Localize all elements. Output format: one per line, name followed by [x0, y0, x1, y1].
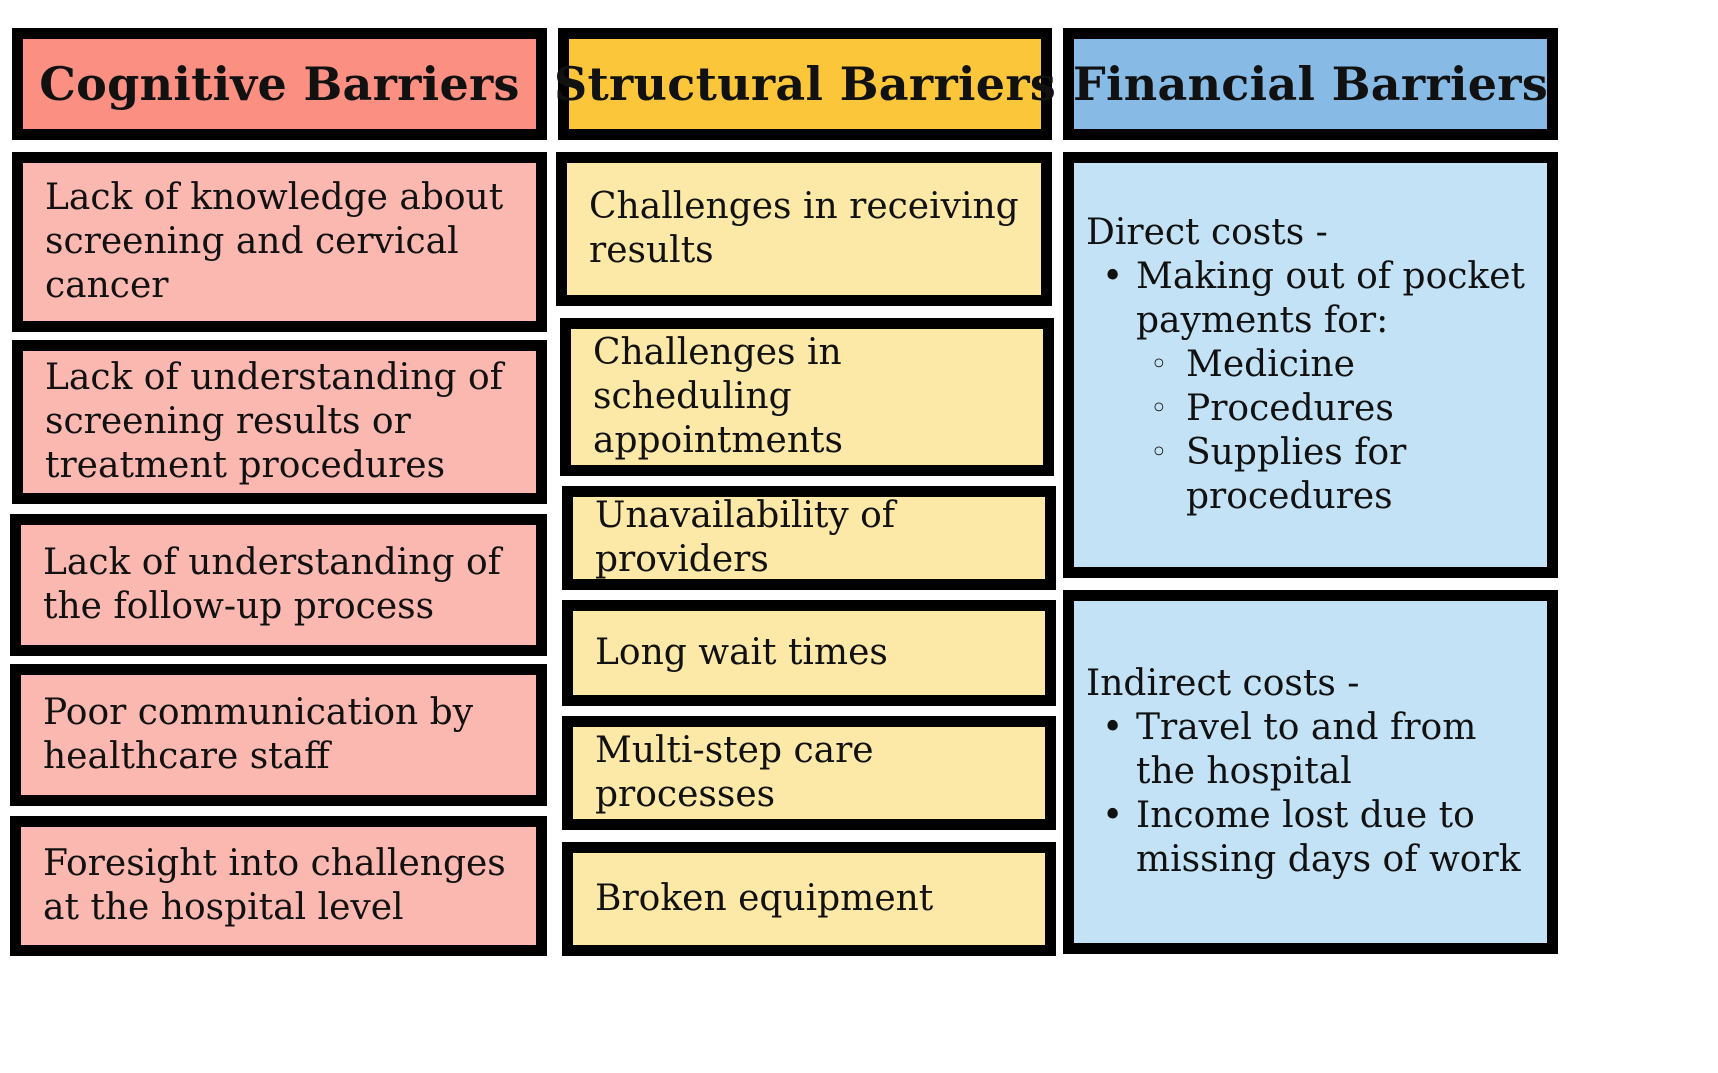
direct-costs-box: Direct costs - Making out of pocket paym…: [1063, 152, 1558, 578]
cognitive-barrier-text: Poor communication by healthcare staff: [43, 692, 474, 777]
structural-barrier-item: Challenges in scheduling appointments: [560, 318, 1054, 476]
direct-costs-sub-item: Procedures: [1136, 387, 1535, 431]
cognitive-barrier-item: Poor communication by healthcare staff: [10, 664, 547, 806]
cognitive-barrier-item: Foresight into challenges at the hospita…: [10, 816, 547, 956]
direct-costs-content: Direct costs - Making out of pocket paym…: [1086, 211, 1535, 519]
cognitive-barrier-text: Lack of understanding of screening resul…: [45, 357, 503, 486]
structural-barrier-text: Long wait times: [595, 632, 888, 673]
cognitive-barrier-text: Lack of knowledge about screening and ce…: [45, 177, 504, 306]
direct-costs-sub-item: Medicine: [1136, 343, 1535, 387]
direct-costs-sublist: Medicine Procedures Supplies for procedu…: [1136, 343, 1535, 519]
structural-barrier-text: Challenges in receiving results: [589, 186, 1019, 271]
indirect-costs-bullet: Income lost due to missing days of work: [1086, 794, 1535, 882]
cognitive-barrier-text: Foresight into challenges at the hospita…: [43, 843, 506, 928]
indirect-costs-list: Travel to and from the hospital Income l…: [1086, 706, 1535, 882]
indirect-costs-bullet: Travel to and from the hospital: [1086, 706, 1535, 794]
structural-barrier-item: Unavailability of providers: [562, 486, 1056, 590]
cognitive-barriers-header: Cognitive Barriers: [12, 28, 547, 140]
structural-barrier-item: Multi-step care processes: [562, 716, 1056, 830]
direct-costs-sub-item: Supplies for procedures: [1136, 431, 1535, 519]
structural-barrier-item: Long wait times: [562, 600, 1056, 706]
structural-barrier-text: Multi-step care processes: [595, 730, 874, 815]
indirect-costs-box: Indirect costs - Travel to and from the …: [1063, 590, 1558, 954]
cognitive-barrier-item: Lack of knowledge about screening and ce…: [12, 152, 547, 332]
structural-barriers-header: Structural Barriers: [554, 28, 1056, 140]
direct-costs-bullet: Making out of pocket payments for: Medic…: [1086, 255, 1535, 519]
structural-barriers-title: Structural Barriers: [553, 57, 1057, 111]
indirect-costs-content: Indirect costs - Travel to and from the …: [1086, 662, 1535, 882]
financial-barriers-title: Financial Barriers: [1072, 57, 1549, 111]
direct-costs-bullet-text: Making out of pocket payments for:: [1136, 256, 1526, 341]
direct-costs-list: Making out of pocket payments for: Medic…: [1086, 255, 1535, 519]
structural-barrier-item: Broken equipment: [562, 842, 1056, 956]
structural-barrier-text: Unavailability of providers: [595, 495, 896, 580]
cognitive-barrier-text: Lack of understanding of the follow-up p…: [43, 542, 501, 627]
structural-barrier-text: Broken equipment: [595, 878, 934, 919]
cognitive-barriers-title: Cognitive Barriers: [39, 57, 520, 111]
structural-barrier-text: Challenges in scheduling appointments: [593, 332, 843, 461]
cognitive-barrier-item: Lack of understanding of screening resul…: [12, 340, 547, 504]
indirect-costs-label: Indirect costs -: [1086, 663, 1360, 704]
direct-costs-label: Direct costs -: [1086, 212, 1328, 253]
financial-barriers-header: Financial Barriers: [1063, 28, 1558, 140]
cognitive-barrier-item: Lack of understanding of the follow-up p…: [10, 514, 547, 656]
structural-barrier-item: Challenges in receiving results: [556, 152, 1052, 306]
